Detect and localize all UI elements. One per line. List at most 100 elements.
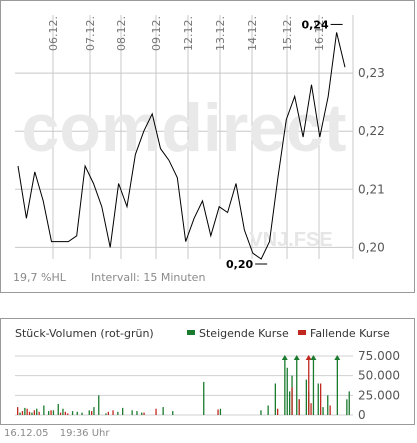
volume-bar-down bbox=[217, 409, 219, 415]
volume-bar-down bbox=[21, 411, 24, 415]
high-label: 0,24 bbox=[301, 18, 328, 31]
volume-bar-down bbox=[143, 412, 145, 415]
volume-chart-title: Stück-Volumen (rot-grün) bbox=[15, 327, 154, 340]
volume-bar-down bbox=[67, 413, 69, 415]
volume-bar-up bbox=[117, 411, 119, 415]
volume-bar-down bbox=[38, 411, 40, 415]
volume-bar-up bbox=[88, 410, 90, 415]
volume-bar-up bbox=[19, 412, 21, 415]
volume-bar-down bbox=[310, 403, 312, 415]
legend-up-label: Steigende Kurse bbox=[199, 327, 289, 340]
volume-bar-down bbox=[64, 411, 66, 415]
overflow-arrow bbox=[310, 354, 317, 360]
volume-bar-down bbox=[17, 407, 19, 415]
volume-bar-up bbox=[162, 407, 164, 415]
volume-bar-up bbox=[98, 395, 100, 415]
volume-bar-up bbox=[286, 367, 288, 416]
volume-bar-up bbox=[122, 407, 124, 415]
volume-bar-up bbox=[219, 408, 222, 415]
volume-bar-down bbox=[50, 410, 52, 415]
volume-bar-up bbox=[24, 407, 26, 415]
footer-time: 19:36 Uhr bbox=[59, 428, 110, 439]
legend-down-swatch bbox=[298, 330, 306, 335]
volume-bar-up bbox=[131, 410, 133, 415]
watermark-logo: comdirect bbox=[22, 90, 347, 166]
y-tick-label: 0,23 bbox=[358, 66, 385, 80]
volume-bar-up bbox=[274, 383, 276, 415]
vol-y-tick-label: 25.000 bbox=[358, 388, 400, 402]
volume-bar-up bbox=[289, 391, 291, 415]
volume-bar-down bbox=[320, 383, 322, 415]
volume-bar-up bbox=[136, 411, 138, 415]
volume-bar-down bbox=[28, 411, 31, 415]
footer-timestamp: 16.12.05 19:36 Uhr bbox=[4, 428, 117, 439]
volume-bar-up bbox=[71, 411, 74, 415]
volume-bar-up bbox=[305, 379, 307, 415]
volume-bar-down bbox=[329, 405, 331, 415]
overflow-arrow bbox=[281, 354, 288, 360]
volume-bar-up bbox=[348, 391, 350, 415]
x-tick-label: 08.12. bbox=[115, 16, 128, 51]
price-chart-panel: comdirect VNJ.FSE 06.12. 07.12. 08.12. 09.1… bbox=[0, 0, 415, 293]
vol-y-tick-label: 50.000 bbox=[358, 369, 400, 383]
volume-bar-up bbox=[322, 407, 324, 415]
footer-date: 16.12.05 bbox=[4, 428, 49, 439]
x-tick-label: 12.12. bbox=[182, 16, 195, 51]
volume-bar-up bbox=[296, 355, 298, 415]
volume-bar-up bbox=[284, 355, 286, 415]
volume-bar-up bbox=[81, 412, 83, 415]
volume-bar-up bbox=[141, 412, 143, 415]
vol-y-tick-label: 75.000 bbox=[358, 349, 400, 363]
x-tick-label: 07.12. bbox=[84, 16, 97, 51]
x-tick-label: 16.12. bbox=[313, 16, 326, 51]
volume-bar-up bbox=[346, 399, 348, 416]
volume-bar-up bbox=[312, 355, 315, 415]
interval-text: Intervall: 15 Minuten bbox=[91, 271, 205, 284]
legend-up-swatch bbox=[187, 330, 195, 335]
volume-bar-up bbox=[36, 408, 38, 415]
x-tick-label: 14.12. bbox=[246, 16, 259, 51]
volume-bar-up bbox=[267, 405, 269, 415]
legend-down-label: Fallende Kurse bbox=[310, 327, 390, 340]
volume-bar-up bbox=[203, 381, 205, 415]
volume-bar-down bbox=[277, 408, 279, 415]
volume-bar-down bbox=[107, 411, 109, 415]
volume-bar-up bbox=[105, 413, 107, 415]
volume-bar-up bbox=[43, 405, 45, 415]
overflow-arrow bbox=[305, 354, 312, 360]
volume-bar-up bbox=[327, 395, 329, 415]
vol-y-tick-label: 0 bbox=[358, 408, 366, 422]
low-label: 0,20 bbox=[226, 258, 253, 271]
x-tick-label: 15.12. bbox=[281, 16, 294, 51]
volume-bar-down bbox=[59, 412, 62, 415]
volume-bar-down bbox=[91, 411, 93, 415]
volume-bar-up bbox=[93, 407, 95, 415]
volume-bar-up bbox=[336, 355, 338, 415]
price-chart: comdirect VNJ.FSE 06.12. 07.12. 08.12. 09.1… bbox=[13, 15, 385, 284]
x-tick-label: 13.12. bbox=[214, 16, 227, 51]
y-tick-label: 0,20 bbox=[358, 240, 385, 254]
overflow-arrow bbox=[293, 354, 300, 360]
volume-bar-down bbox=[33, 410, 35, 415]
volume-bar-down bbox=[308, 355, 310, 415]
volume-bar-up bbox=[48, 411, 50, 415]
hl-text: 19,7 %HL bbox=[13, 271, 67, 284]
volume-bar-up bbox=[62, 408, 64, 415]
symbol-watermark: VNJ.FSE bbox=[249, 229, 332, 251]
volume-bar-down bbox=[112, 410, 114, 415]
volume-bar-down bbox=[291, 387, 293, 415]
volume-bar-up bbox=[76, 411, 78, 415]
volume-bar-down bbox=[298, 399, 300, 416]
volume-bar-up bbox=[317, 383, 319, 415]
volume-bar-up bbox=[172, 411, 174, 415]
y-tick-label: 0,22 bbox=[358, 124, 385, 138]
volume-bar-down bbox=[155, 408, 157, 415]
volume-bar-up bbox=[260, 410, 262, 415]
volume-bar-down bbox=[26, 408, 28, 415]
volume-chart-panel: Stück-Volumen (rot-grün) Steigende Kurse… bbox=[0, 318, 415, 425]
volume-chart: Stück-Volumen (rot-grün) Steigende Kurse… bbox=[15, 327, 400, 422]
x-tick-label: 09.12. bbox=[150, 16, 163, 51]
volume-bar-up bbox=[57, 404, 59, 415]
y-tick-label: 0,21 bbox=[358, 182, 385, 196]
volume-bar-up bbox=[52, 410, 55, 415]
